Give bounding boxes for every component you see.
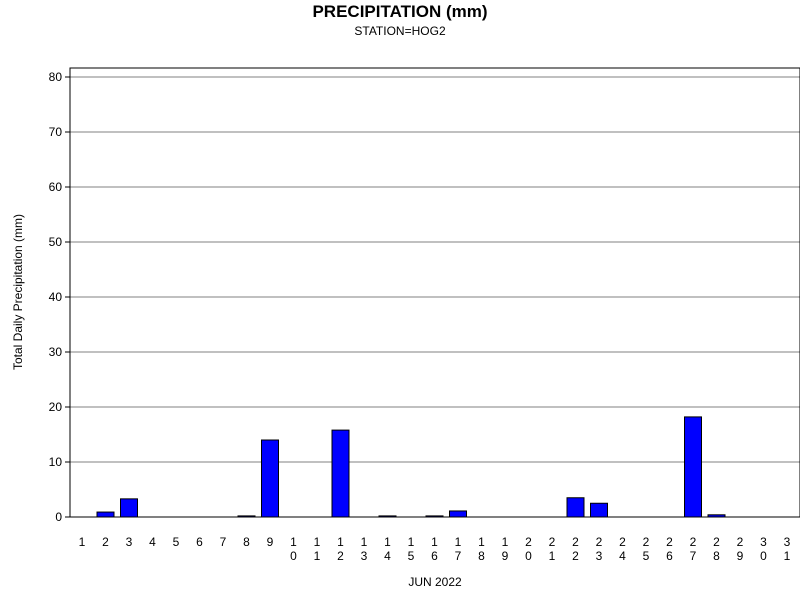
x-tick-label: 6 [196, 535, 203, 549]
y-tick-label: 70 [49, 125, 63, 139]
bar-day-17 [449, 510, 467, 518]
x-axis-label: JUN 2022 [408, 575, 462, 589]
y-axis-ticks: 0 10 20 30 40 50 60 70 80 [49, 70, 70, 524]
x-tick-label: 2 [102, 535, 109, 549]
bar-day-23 [590, 502, 608, 518]
bar-day-9 [261, 439, 279, 518]
x-tick-label: 7 [220, 535, 227, 549]
plot-frame [69, 67, 800, 518]
bar-day-3 [120, 498, 138, 518]
x-axis-ticks: 1 2 3 4 5 6 7 8 9 1 01 11 21 31 41 51 61 71 81 92 02 12 22 32 42… [79, 535, 791, 563]
x-tick-label: 1 [79, 535, 86, 549]
y-tick-label: 60 [49, 180, 63, 194]
y-tick-label: 80 [49, 70, 63, 84]
y-tick-label: 10 [49, 455, 63, 469]
bar-day-12 [331, 429, 350, 518]
x-tick-label: 8 [243, 535, 250, 549]
bar-day-2 [96, 511, 115, 518]
y-axis-label: Total Daily Precipitation (mm) [11, 214, 25, 370]
y-tick-label: 50 [49, 235, 63, 249]
gridlines [70, 76, 800, 518]
chart-subtitle: STATION=HOG2 [354, 24, 446, 38]
x-tick-label: 3 [126, 535, 133, 549]
bar-day-27 [684, 416, 702, 518]
y-tick-label: 40 [49, 290, 63, 304]
x-tick-label: 9 [267, 535, 274, 549]
y-tick-label: 0 [55, 510, 62, 524]
x-tick-label: 4 [149, 535, 156, 549]
bar-day-22 [566, 497, 585, 518]
y-tick-label: 20 [49, 400, 63, 414]
x-tick-label: 5 [173, 535, 180, 549]
chart-title: PRECIPITATION (mm) [312, 2, 487, 21]
bars [96, 416, 726, 518]
y-tick-label: 30 [49, 345, 63, 359]
